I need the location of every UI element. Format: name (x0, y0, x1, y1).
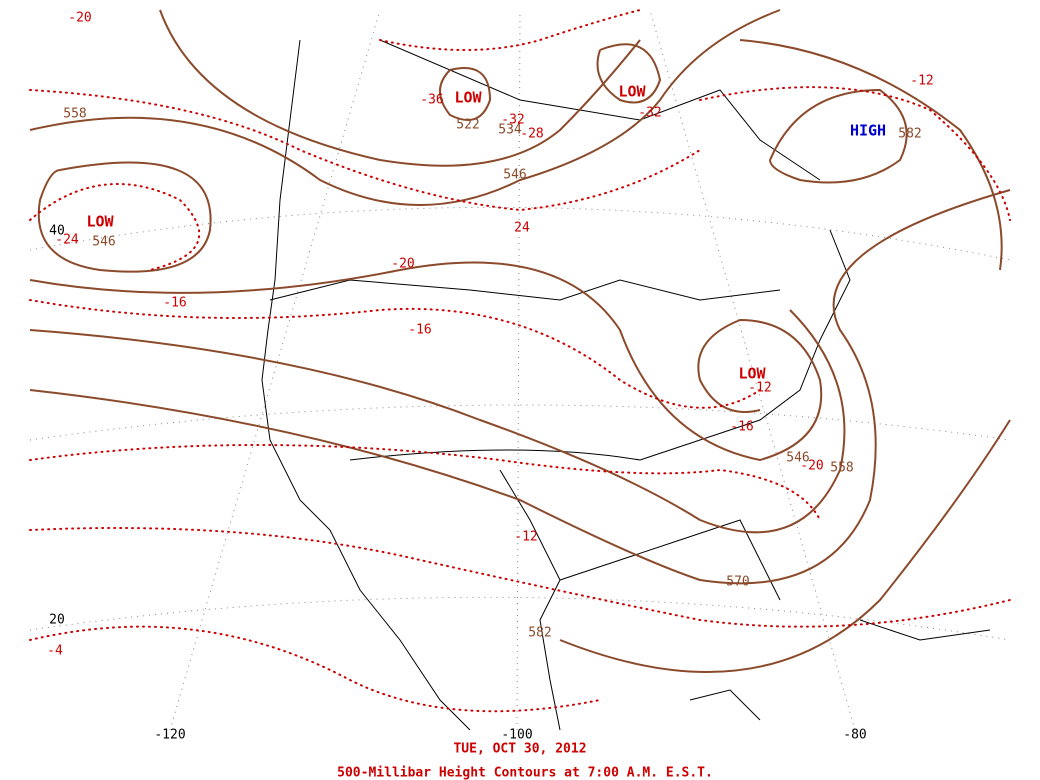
temperature-label: -24 (55, 233, 79, 248)
temperature-label: -16 (730, 420, 753, 435)
geography (261, 39, 991, 731)
longitude-label: -120 (154, 728, 185, 743)
temperature-label: -28 (520, 127, 543, 142)
pressure-center: LOW (738, 365, 766, 383)
temperature-label: -20 (68, 11, 91, 26)
height-contours (29, 9, 1011, 673)
height-label: 558 (830, 461, 853, 476)
height-label: 546 (92, 235, 115, 250)
pressure-center: LOW (618, 83, 646, 101)
temperature-label: -32 (638, 106, 661, 121)
height-label: 558 (63, 107, 86, 122)
caption-date: TUE, OCT 30, 2012 (453, 742, 586, 757)
height-label: 582 (898, 127, 921, 142)
height-label: 582 (528, 626, 551, 641)
temperature-label: -12 (748, 381, 771, 396)
height-label: 546 (503, 168, 526, 183)
temperature-label: -36 (420, 93, 443, 108)
longitude-label: -80 (843, 728, 866, 743)
height-label: 546 (786, 451, 809, 466)
labels: TUE, OCT 30, 2012 500-Millibar Height Con… (47, 11, 934, 780)
temperature-label: -4 (47, 644, 63, 659)
temperature-label: 24 (514, 221, 530, 236)
caption-title: 500-Millibar Height Contours at 7:00 A.M… (337, 766, 713, 780)
temperature-label: -12 (514, 530, 537, 545)
temperature-label: -32 (501, 113, 524, 128)
pressure-center: LOW (86, 213, 114, 231)
latitude-label: 40 (49, 224, 65, 239)
temperature-label: -16 (408, 323, 431, 338)
height-label: 522 (456, 118, 479, 133)
pressure-center: LOW (454, 89, 482, 107)
temperature-label: -20 (391, 257, 414, 272)
height-label: 534 (498, 123, 522, 138)
longitude-label: -100 (501, 728, 532, 743)
latitude-label: 20 (49, 613, 65, 628)
temperature-label: -16 (163, 296, 186, 311)
pressure-center: HIGH (850, 122, 886, 140)
graticule (29, 9, 1011, 731)
temperature-label: -20 (800, 459, 823, 474)
height-label: 570 (726, 575, 749, 590)
temperature-label: -12 (910, 74, 933, 89)
temperature-contours (29, 9, 1011, 713)
